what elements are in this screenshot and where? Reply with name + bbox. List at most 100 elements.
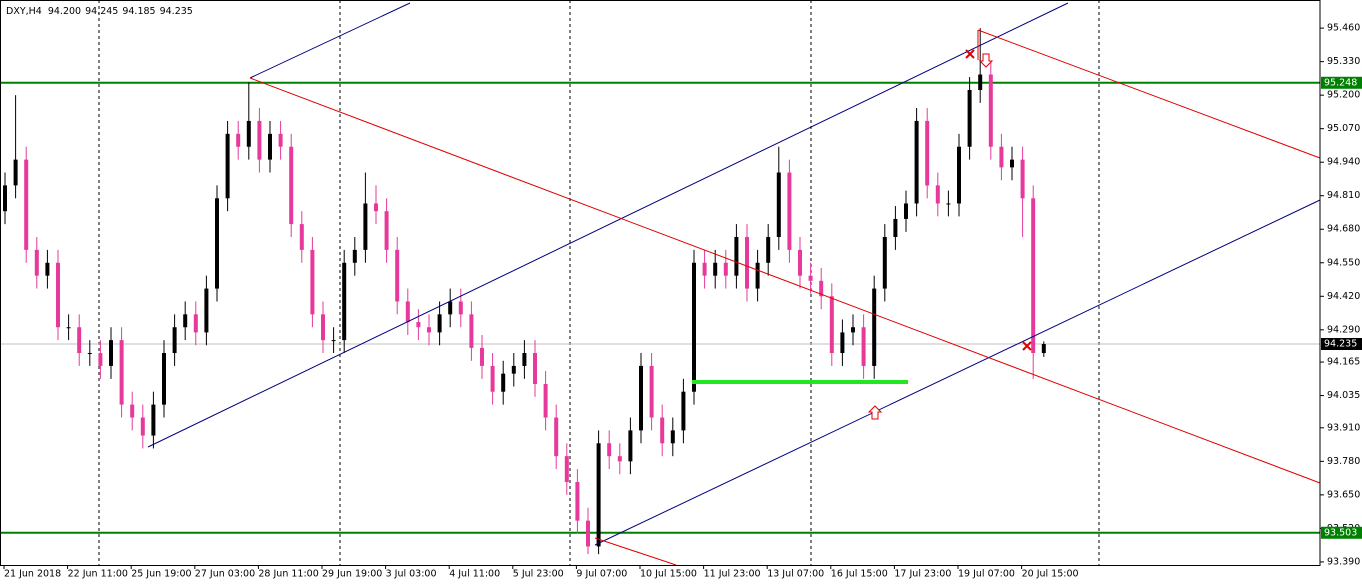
candle-body [77, 327, 82, 354]
candle-body [140, 417, 145, 436]
candle-body [639, 365, 643, 431]
x-marker [1022, 341, 1032, 351]
candle-body [946, 203, 951, 205]
levels [0, 81, 1320, 534]
candle-body [713, 262, 718, 276]
drawings [147, 2, 1321, 566]
candle-body [586, 520, 590, 547]
candle-body [257, 120, 262, 160]
candle-body [490, 365, 495, 392]
candle-body [787, 172, 792, 250]
candle-body [437, 314, 442, 333]
trend-line [977, 29, 1321, 159]
candle-body [596, 443, 601, 547]
time-axis: 21 Jun 2018 22 Jun 11:00 25 Jun 19:00 27 Ju… [3, 565, 1079, 580]
candle-body [1041, 344, 1046, 354]
y-tick-label: 94.680 [1327, 224, 1360, 235]
x-tick-label: 17 Jul 23:00 [894, 569, 951, 580]
candle-body [480, 347, 484, 366]
candle-body [957, 146, 961, 204]
candle-body [819, 280, 824, 297]
y-tick-label: 94.810 [1327, 190, 1360, 201]
candle-body [246, 120, 251, 147]
candle-body [172, 327, 177, 354]
level-box [1321, 76, 1362, 89]
candle-body [670, 430, 675, 444]
candles [3, 28, 1046, 555]
candle-body [215, 198, 219, 289]
down-arrow [978, 53, 994, 68]
candle-body [66, 327, 71, 329]
candle-body [24, 159, 29, 250]
candle-body [925, 120, 930, 186]
candle-body [45, 262, 50, 276]
candle-body [193, 314, 198, 333]
candle-body [914, 120, 919, 204]
candle-body [268, 133, 272, 160]
x-tick-label: 5 Jul 23:00 [513, 569, 564, 580]
plot-frame [0, 0, 1321, 566]
candle-body [1020, 159, 1025, 199]
candle-body [236, 133, 241, 147]
candle-body [87, 353, 92, 355]
y-tick-label: 94.165 [1327, 357, 1360, 368]
candle-body [840, 332, 845, 354]
candle-body [967, 89, 972, 147]
trend-line [249, 77, 1321, 484]
candle-body [448, 301, 453, 315]
candle-body [183, 314, 188, 328]
candle-body [1031, 198, 1036, 354]
candle-body [988, 74, 993, 147]
y-tick-label: 94.420 [1327, 291, 1360, 302]
candle-body [755, 262, 760, 289]
candle-body [533, 353, 537, 384]
candle-body [564, 456, 569, 482]
candle-body [999, 146, 1004, 168]
candle-body [310, 249, 315, 315]
candle-body [829, 296, 834, 354]
candle-body [575, 481, 580, 521]
level-label: 95.248 [1324, 77, 1357, 88]
candle-body [405, 301, 410, 323]
ohlc-value: 94.200 [48, 6, 81, 17]
candle-body [723, 262, 728, 276]
x-tick-label: 11 Jul 23:00 [704, 569, 761, 580]
candle-body [151, 404, 156, 436]
candle-body [607, 443, 612, 457]
current-price-label: 94.235 [1324, 339, 1357, 350]
trend-line [594, 537, 677, 566]
candle-body [56, 262, 60, 328]
candle-body [649, 365, 654, 418]
candle-body [352, 249, 357, 263]
y-tick-label: 95.200 [1327, 90, 1360, 101]
trend-line [249, 2, 411, 79]
y-tick-label: 94.290 [1327, 324, 1360, 335]
candle-body [522, 353, 527, 366]
y-tick-label: 94.550 [1327, 257, 1360, 268]
candle-body [554, 417, 559, 457]
candle-body [766, 236, 771, 263]
candle-body [458, 301, 463, 315]
trend-line [594, 199, 1321, 546]
y-tick-label: 94.035 [1327, 390, 1360, 401]
candle-body [278, 133, 283, 147]
candle-body [34, 249, 39, 276]
candle-body [3, 185, 7, 212]
price-axis: 95.460 95.330 95.200 95.070 94.940 94.810 94.6… [1320, 23, 1362, 567]
candle-body [1010, 159, 1014, 168]
candle-body [893, 218, 898, 237]
x-tick-label: 4 Jul 11:00 [449, 569, 500, 580]
header: DXY,H4 94.200 94.245 94.185 94.235 [6, 6, 193, 17]
y-tick-label: 95.070 [1327, 123, 1360, 134]
candle-body [861, 327, 866, 366]
candle-body [98, 353, 103, 366]
candle-body [798, 249, 802, 276]
symbol: DXY,H4 [6, 6, 42, 17]
x-tick-label: 10 Jul 15:00 [640, 569, 697, 580]
level-box [1321, 526, 1362, 539]
candle-body [904, 203, 908, 219]
current-price-box [1321, 338, 1362, 351]
candle-body [416, 322, 421, 328]
ohlc-value: 94.245 [85, 6, 118, 17]
candle-body [130, 404, 135, 418]
